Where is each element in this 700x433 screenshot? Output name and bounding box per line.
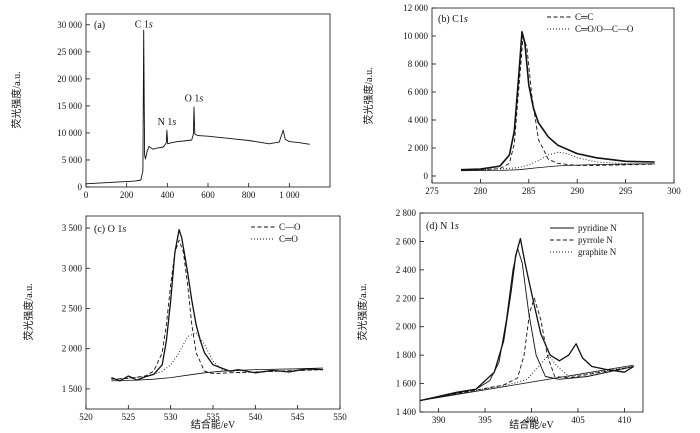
series-line [460, 151, 655, 171]
x-tick-label: 275 [425, 186, 439, 196]
panel-b: 275 280 285 290 295 300 0 2 000 4 000 6 000 8 000 1… [362, 3, 681, 196]
y-axis-label: 荧光强度/a.u. [10, 71, 23, 128]
y-axis-label: 荧光强度/a.u. [356, 283, 369, 340]
x-tick-label: 545 [291, 412, 305, 422]
y-tick-label: 0 [78, 182, 83, 192]
legend-label: pyrrole N [578, 235, 613, 245]
panel-a: 0 200 400 600 800 1 000 0 5 000 10 000 15 000 20 0… [10, 13, 331, 200]
y-tick-label: 2 600 [396, 236, 417, 246]
series-line [111, 229, 324, 382]
y-tick-label: 15 000 [57, 101, 82, 111]
x-tick-label: 200 [120, 190, 134, 200]
y-tick-label: 0 [424, 171, 429, 181]
x-axis-label: 结合能/eV [509, 418, 554, 431]
legend-label: C═O/O—C—O [575, 24, 634, 34]
series-line [420, 354, 634, 402]
panel-label: (a) [94, 20, 105, 31]
y-tick-label: 4 000 [408, 115, 429, 125]
series-line [111, 367, 324, 382]
x-tick-label: 400 [161, 190, 175, 200]
x-tick-label: 400 [525, 415, 539, 425]
y-tick-label: 2 400 [396, 265, 417, 275]
x-tick-label: 1 000 [279, 190, 300, 200]
y-axis-label: 荧光强度/a.u. [362, 67, 375, 124]
x-tick-label: 280 [474, 186, 488, 196]
series-line [420, 237, 635, 402]
x-tick-label: 290 [570, 186, 584, 196]
x-tick-label: 405 [571, 415, 585, 425]
x-tick-label: 390 [432, 415, 446, 425]
x-tick-label: 285 [522, 186, 536, 196]
peak-annotation: N 1s [158, 117, 177, 128]
panel-label: (b) C1s [438, 14, 468, 25]
x-tick-label: 395 [478, 415, 492, 425]
series-line [460, 163, 655, 172]
y-tick-label: 1 400 [396, 407, 417, 417]
y-tick-label: 2 800 [396, 208, 417, 218]
y-tick-label: 8 000 [408, 59, 429, 69]
x-axis-label: 结合能/eV [191, 418, 236, 431]
x-tick-label: 530 [164, 412, 178, 422]
y-tick-label: 1 500 [62, 384, 83, 394]
x-tick-label: 295 [619, 186, 633, 196]
legend-label: pyridine N [578, 223, 617, 233]
y-tick-label: 30 000 [57, 20, 82, 30]
x-tick-label: 540 [249, 412, 263, 422]
legend-label: C═O [279, 234, 298, 244]
x-tick-label: 550 [333, 412, 347, 422]
panel-label: (c) O 1s [94, 224, 126, 235]
x-tick-label: 800 [242, 190, 256, 200]
peak-annotation: O 1s [185, 94, 204, 105]
y-tick-label: 2 200 [396, 293, 417, 303]
legend-label: graphite N [578, 247, 617, 257]
series-line [460, 36, 655, 171]
legend-label: C—O [279, 222, 301, 232]
series-line [111, 239, 324, 380]
y-tick-label: 20 000 [57, 74, 82, 84]
x-tick-label: 0 [84, 190, 89, 200]
y-tick-label: 2 000 [396, 322, 417, 332]
y-tick-label: 5 000 [62, 155, 83, 165]
series-line [86, 29, 310, 185]
plot-frame-c [85, 215, 341, 410]
plot-frame-b [431, 7, 675, 184]
x-tick-label: 520 [79, 412, 93, 422]
series-line [420, 248, 634, 402]
y-tick-label: 10 000 [57, 128, 82, 138]
series-line [111, 332, 324, 380]
y-tick-label: 1 800 [396, 350, 417, 360]
y-tick-label: 25 000 [57, 47, 82, 57]
panel-d: 390 395 400 405 410 1 400 1 600 1 800 2 000 2 200… [356, 208, 644, 431]
y-tick-label: 3 000 [62, 263, 83, 273]
x-tick-label: 535 [206, 412, 220, 422]
y-tick-label: 2 000 [62, 344, 83, 354]
legend-label: C═C [575, 12, 593, 22]
x-tick-label: 525 [122, 412, 136, 422]
x-tick-label: 600 [201, 190, 215, 200]
y-tick-label: 12 000 [403, 3, 428, 13]
panel-label: (d) N 1s [426, 221, 459, 232]
y-axis-label: 荧光强度/a.u. [22, 283, 35, 340]
y-tick-label: 10 000 [403, 31, 428, 41]
y-tick-label: 3 500 [62, 223, 83, 233]
x-tick-label: 410 [618, 415, 632, 425]
y-tick-label: 2 500 [62, 303, 83, 313]
series-line [460, 30, 655, 171]
series-line [420, 297, 634, 402]
series-line [420, 364, 634, 401]
peak-annotation: C 1s [135, 20, 153, 31]
y-tick-label: 1 600 [396, 379, 417, 389]
y-tick-label: 2 000 [408, 143, 429, 153]
panel-c: 520 525 530 535 540 545 550 1 500 2 000 2 500 3 00… [22, 215, 347, 431]
x-tick-label: 300 [667, 186, 681, 196]
y-tick-label: 6 000 [408, 87, 429, 97]
plot-frame-a [85, 13, 331, 188]
